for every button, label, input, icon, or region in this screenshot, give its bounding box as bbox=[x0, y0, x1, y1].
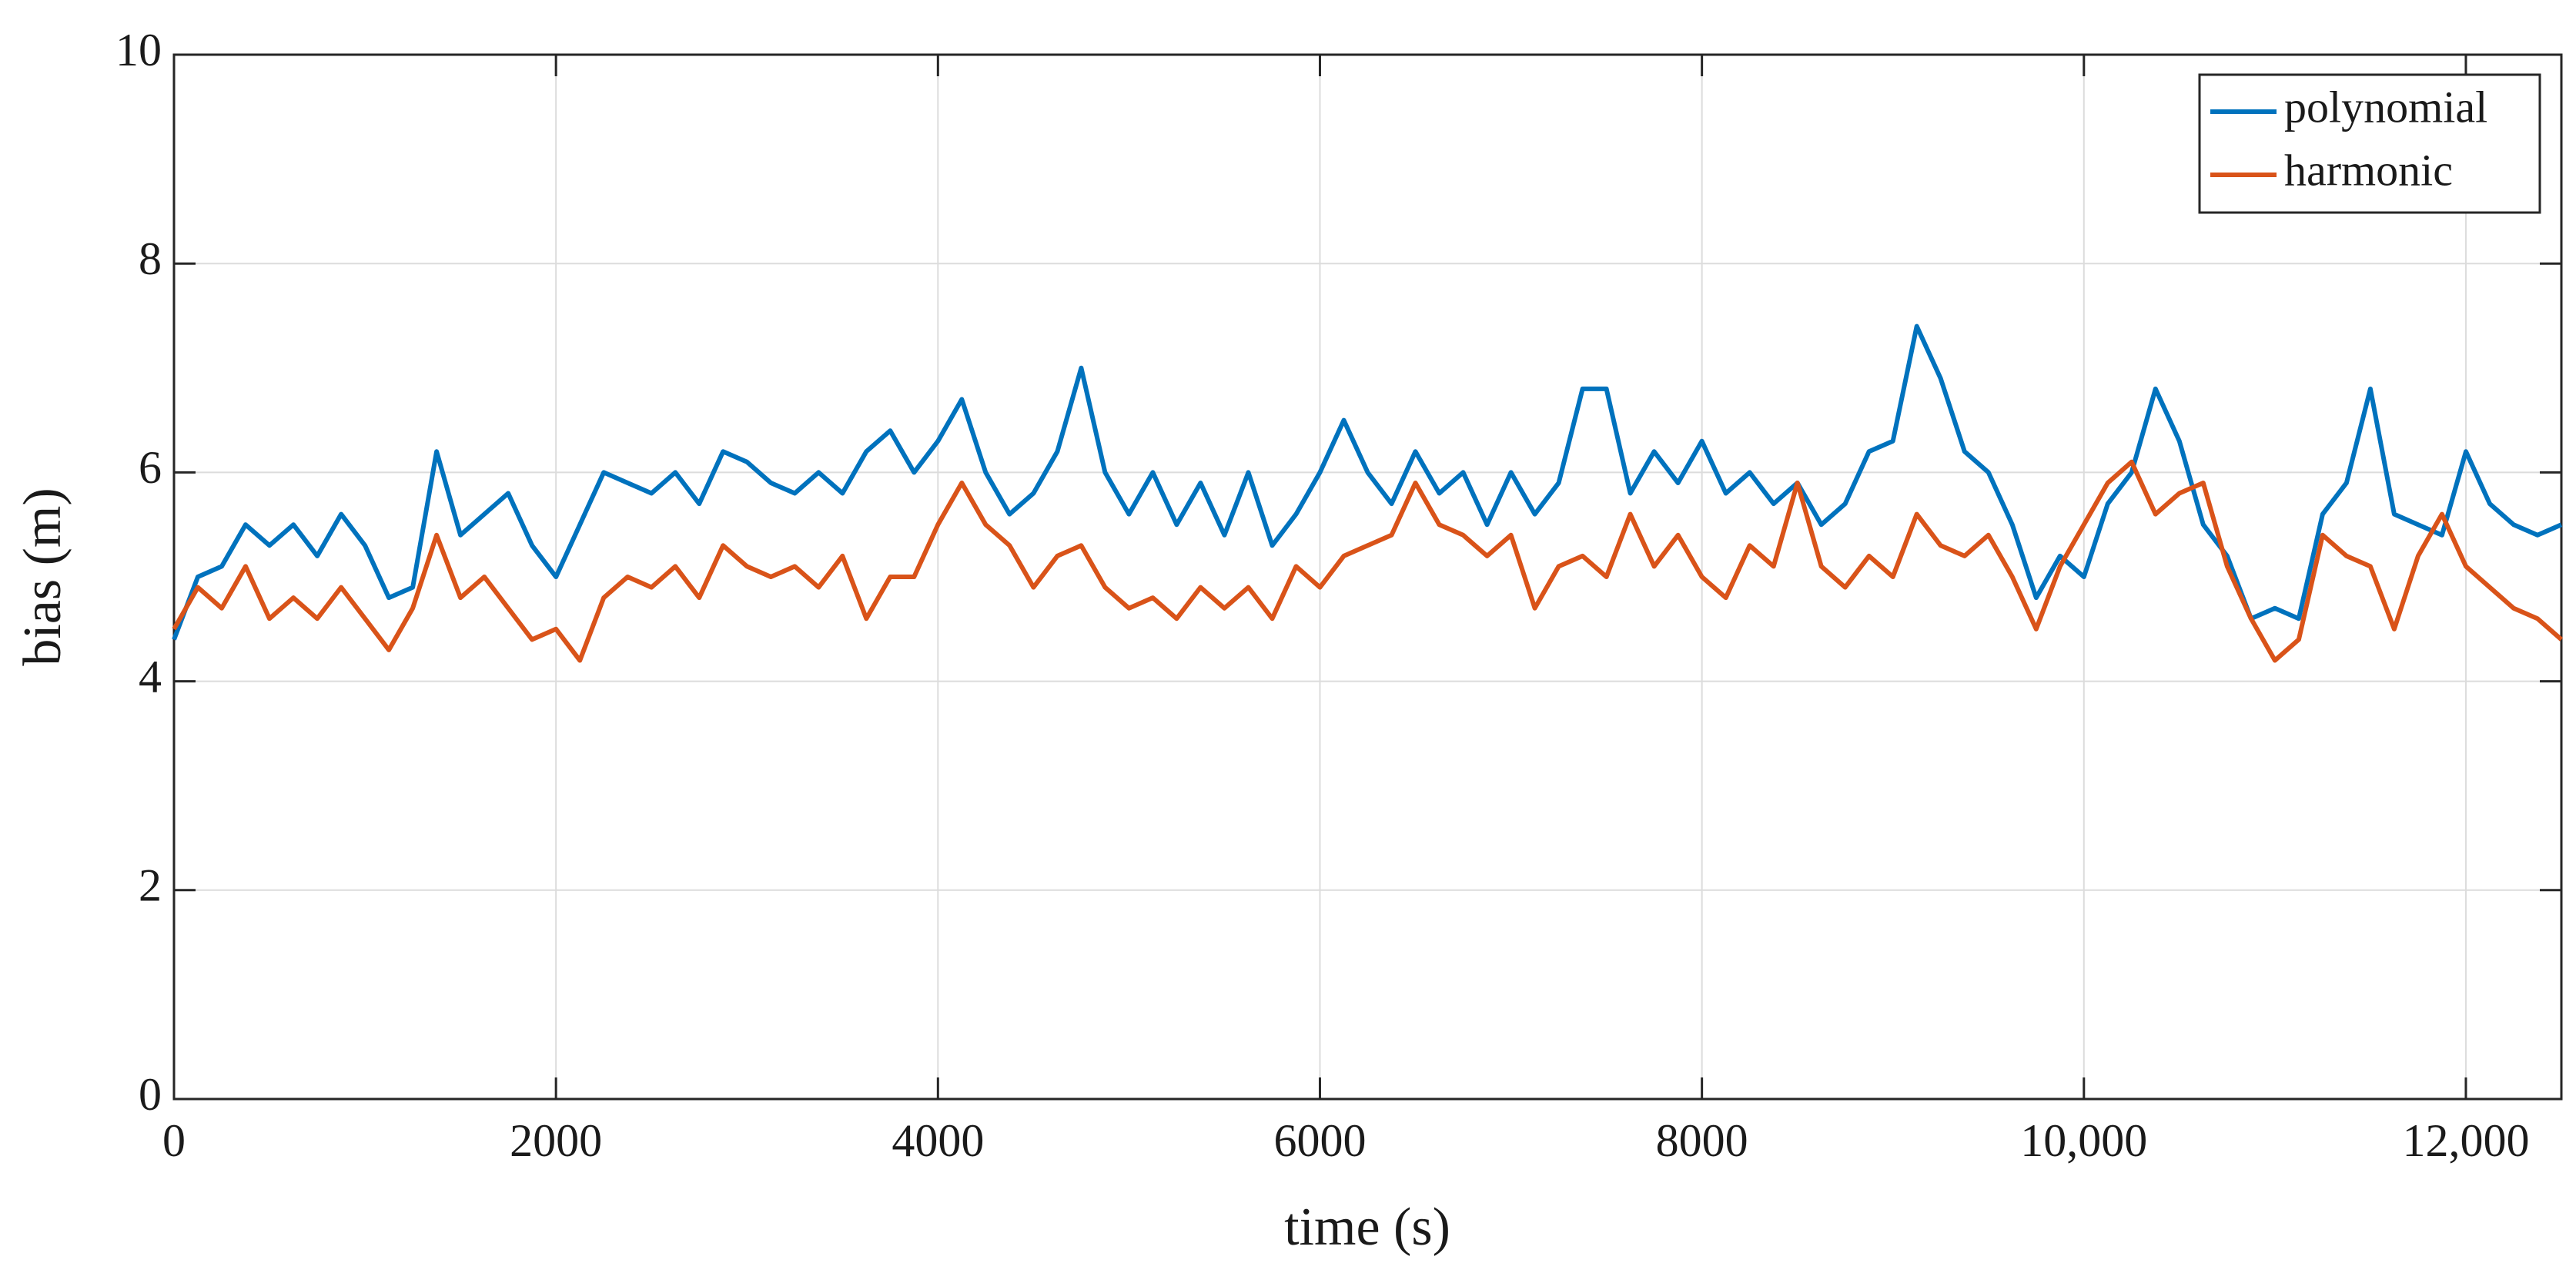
x-tick-label: 12,000 bbox=[2402, 1115, 2529, 1166]
plot-frame bbox=[172, 53, 2563, 1101]
x-tick-label: 2000 bbox=[510, 1115, 602, 1166]
x-tick-label: 8000 bbox=[1656, 1115, 1748, 1166]
y-tick-label: 2 bbox=[139, 860, 162, 911]
plot-area bbox=[174, 55, 2561, 1099]
x-axis-label: time (s) bbox=[1284, 1198, 1450, 1257]
y-tick-label: 4 bbox=[139, 651, 162, 702]
x-tick-label: 6000 bbox=[1273, 1115, 1366, 1166]
y-axis-label: bias (m) bbox=[13, 488, 72, 665]
x-tick-label: 0 bbox=[162, 1115, 186, 1166]
x-tick-label: 4000 bbox=[892, 1115, 984, 1166]
legend-label: harmonic bbox=[2284, 145, 2453, 195]
y-tick-label: 8 bbox=[139, 233, 162, 284]
legend-box bbox=[2198, 73, 2541, 214]
legend-label: polynomial bbox=[2284, 82, 2487, 132]
y-tick-label: 6 bbox=[139, 442, 162, 493]
series-line bbox=[172, 323, 2563, 641]
y-tick-label: 10 bbox=[115, 25, 162, 75]
y-tick-label: 0 bbox=[139, 1069, 162, 1120]
x-tick-label: 10,000 bbox=[2020, 1115, 2147, 1166]
series-line bbox=[172, 459, 2563, 663]
